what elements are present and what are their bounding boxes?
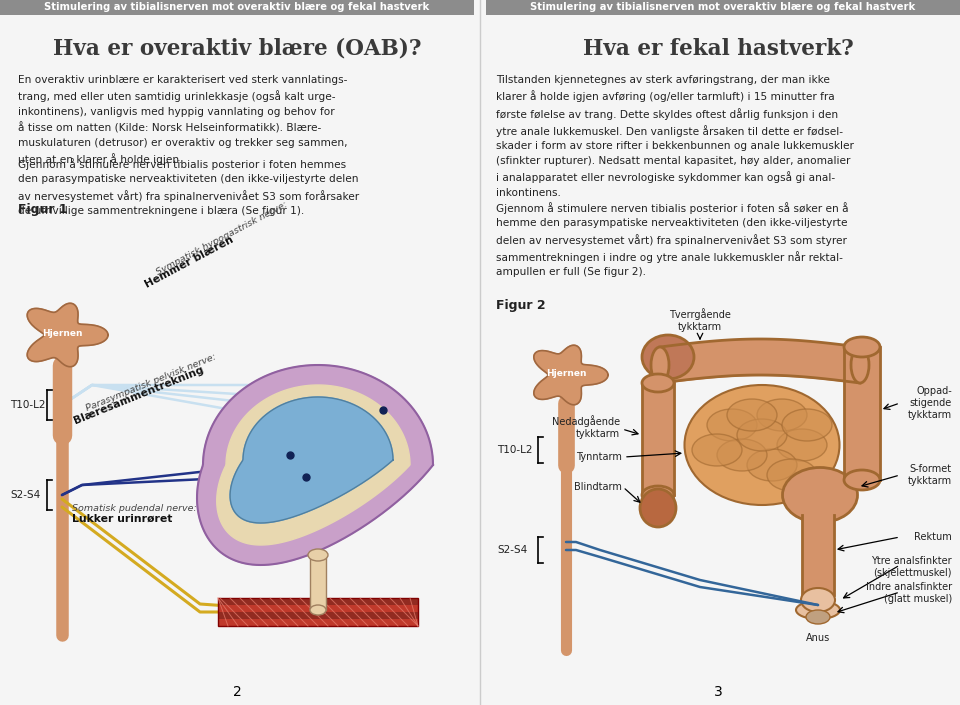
Bar [486, 0, 960, 15]
Ellipse shape [767, 459, 817, 491]
Polygon shape [534, 345, 608, 405]
Text: S2-S4: S2-S4 [10, 490, 40, 500]
Ellipse shape [684, 385, 839, 505]
Text: Hva er overaktiv blære (OAB)?: Hva er overaktiv blære (OAB)? [53, 38, 421, 60]
Bar [310, 555, 326, 610]
Ellipse shape [782, 409, 832, 441]
Text: Blæresammentrekning: Blæresammentrekning [72, 364, 205, 426]
Text: Gjennom å stimulere nerven tibialis posterior i foten hemmes
den parasympatiske : Gjennom å stimulere nerven tibialis post… [18, 158, 359, 216]
Text: Hva er fekal hastverk?: Hva er fekal hastverk? [583, 38, 853, 60]
Ellipse shape [777, 429, 827, 461]
Text: Hjernen: Hjernen [545, 369, 587, 377]
Ellipse shape [640, 489, 676, 527]
Text: Figur 2: Figur 2 [496, 299, 545, 312]
Ellipse shape [717, 439, 767, 471]
Ellipse shape [651, 347, 669, 383]
Text: T10-L2: T10-L2 [497, 445, 533, 455]
Text: Tilstanden kjennetegnes av sterk avføringstrang, der man ikke
klarer å holde igj: Tilstanden kjennetegnes av sterk avførin… [496, 75, 853, 197]
Ellipse shape [707, 409, 757, 441]
Bar [218, 598, 418, 626]
Ellipse shape [727, 399, 777, 431]
Text: Lukker urinrøret: Lukker urinrøret [72, 514, 173, 524]
Text: Hjernen: Hjernen [41, 329, 83, 338]
Text: S2-S4: S2-S4 [497, 545, 527, 555]
Ellipse shape [642, 335, 694, 379]
Text: S-formet
tykktarm: S-formet tykktarm [908, 464, 952, 486]
Bar [218, 619, 418, 626]
Bar [0, 0, 474, 15]
Text: Oppad-
stigende
tykktarm: Oppad- stigende tykktarm [908, 386, 952, 419]
Ellipse shape [844, 337, 880, 357]
Text: Stimulering av tibialisnerven mot overaktiv blære og fekal hastverk: Stimulering av tibialisnerven mot overak… [44, 3, 430, 13]
Polygon shape [217, 385, 410, 545]
Text: Anus: Anus [805, 633, 830, 643]
Ellipse shape [642, 486, 674, 504]
Ellipse shape [782, 467, 857, 522]
Ellipse shape [806, 610, 830, 624]
Text: Indre analsfinkter
(glatt muskel): Indre analsfinkter (glatt muskel) [866, 582, 952, 603]
Bar [218, 612, 418, 619]
Ellipse shape [796, 601, 840, 619]
Text: En overaktiv urinblære er karakterisert ved sterk vannlatings-
trang, med eller : En overaktiv urinblære er karakterisert … [18, 75, 348, 165]
Text: 2: 2 [232, 685, 241, 699]
Polygon shape [230, 397, 393, 523]
Text: Tynntarm: Tynntarm [576, 452, 622, 462]
Ellipse shape [747, 449, 797, 481]
Text: Somatisk pudendal nerve:: Somatisk pudendal nerve: [72, 504, 197, 513]
Text: Rektum: Rektum [914, 532, 952, 542]
Ellipse shape [308, 549, 328, 561]
Polygon shape [197, 365, 433, 565]
Ellipse shape [642, 374, 674, 392]
Text: Tverrgående
tykktarm: Tverrgående tykktarm [669, 309, 731, 332]
Text: Blindtarm: Blindtarm [574, 482, 622, 492]
Text: Parasympatisk pelvisk nerve:: Parasympatisk pelvisk nerve: [85, 352, 218, 413]
Polygon shape [27, 303, 108, 367]
Bar [218, 605, 418, 612]
Text: Sympatisk hypogastrisk nerve:: Sympatisk hypogastrisk nerve: [155, 200, 289, 277]
Text: Figur 1: Figur 1 [18, 203, 67, 216]
Text: Hemmer blæren: Hemmer blæren [143, 235, 235, 290]
Ellipse shape [801, 588, 835, 612]
Text: Nedadgående
tykktarm: Nedadgående tykktarm [552, 415, 620, 439]
Ellipse shape [692, 434, 742, 466]
Text: 3: 3 [713, 685, 722, 699]
Ellipse shape [844, 470, 880, 490]
Text: Stimulering av tibialisnerven mot overaktiv blære og fekal hastverk: Stimulering av tibialisnerven mot overak… [530, 3, 916, 13]
Text: T10-L2: T10-L2 [10, 400, 45, 410]
Ellipse shape [851, 347, 869, 383]
Text: Gjennom å stimulere nerven tibialis posterior i foten så søker en å
hemme den pa: Gjennom å stimulere nerven tibialis post… [496, 202, 849, 277]
Ellipse shape [310, 605, 326, 615]
Text: Ytre analsfinkter
(skjelettmuskel): Ytre analsfinkter (skjelettmuskel) [872, 556, 952, 578]
Ellipse shape [757, 399, 807, 431]
Bar [218, 598, 418, 605]
Ellipse shape [737, 419, 787, 451]
